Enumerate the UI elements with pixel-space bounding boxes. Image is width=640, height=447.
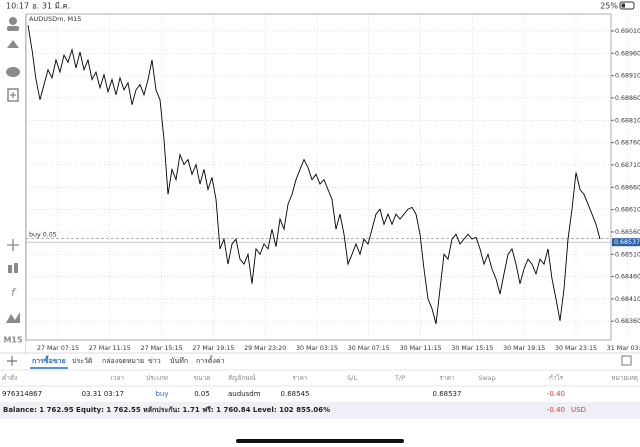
table-cell: -0.40 bbox=[547, 390, 565, 398]
crosshair-icon[interactable] bbox=[7, 239, 19, 251]
tab[interactable]: ข่าว bbox=[148, 357, 161, 365]
indicator-icon-2 bbox=[14, 263, 18, 273]
x-tick-label: 30 Mar 19:15 bbox=[503, 345, 545, 352]
new-order-plus bbox=[10, 92, 16, 98]
objects-icon[interactable] bbox=[6, 312, 20, 323]
price-marker bbox=[612, 238, 640, 247]
table-cell: 0.68537 bbox=[433, 390, 462, 398]
column-header: Swap bbox=[478, 374, 496, 382]
column-header: สัญลักษณ์ bbox=[228, 374, 256, 382]
column-header: ประเภท bbox=[146, 374, 168, 382]
table-cell: audusdm bbox=[228, 390, 261, 398]
x-tick-label: 27 Mar 07:15 bbox=[37, 345, 79, 352]
currency: USD bbox=[571, 406, 586, 414]
battery-percent: 25% bbox=[600, 2, 618, 11]
tab[interactable]: ประวัติ bbox=[72, 357, 93, 365]
new-order-icon[interactable] bbox=[7, 88, 19, 102]
table-cell: 0.05 bbox=[194, 390, 210, 398]
column-header: คำสั่ง bbox=[2, 373, 17, 382]
column-header: ราคา bbox=[292, 374, 307, 382]
column-header: กำไร bbox=[549, 374, 564, 382]
column-header: หมายเหตุ bbox=[611, 374, 638, 382]
column-header: ราคา bbox=[439, 374, 454, 382]
y-tick-label: 0.68910 bbox=[615, 73, 640, 80]
function-icon[interactable]: f bbox=[11, 286, 17, 299]
tab[interactable]: บันทึก bbox=[170, 356, 188, 365]
x-tick-label: 30 Mar 23:15 bbox=[555, 345, 597, 352]
price-line-series bbox=[27, 25, 601, 325]
timeframe-button[interactable]: M15 bbox=[3, 336, 23, 345]
account-icon[interactable] bbox=[9, 17, 17, 25]
x-tick-label: 30 Mar 03:15 bbox=[296, 345, 338, 352]
table-cell: 976314867 bbox=[2, 390, 42, 398]
plot-frame bbox=[25, 13, 612, 341]
y-tick-label: 0.68460 bbox=[615, 274, 640, 281]
x-tick-label: 27 Mar 11:15 bbox=[89, 345, 131, 352]
y-tick-label: 0.68610 bbox=[615, 207, 640, 214]
chart-title: AUDUSDm, M15 bbox=[29, 15, 81, 23]
column-header: เวลา bbox=[110, 374, 124, 382]
summary-bar bbox=[0, 402, 640, 419]
y-tick-label: 0.68810 bbox=[615, 117, 640, 124]
toolbar: f M15 bbox=[3, 17, 23, 345]
y-tick-label: 0.68710 bbox=[615, 162, 640, 169]
layout-button[interactable] bbox=[621, 355, 632, 366]
x-tick-label: 27 Mar 15:15 bbox=[141, 345, 183, 352]
chat-icon[interactable] bbox=[6, 67, 20, 77]
y-tick-label: 0.68560 bbox=[615, 229, 640, 236]
column-header: T/P bbox=[394, 374, 405, 382]
status-time: 10:17 bbox=[6, 2, 29, 11]
account-icon-body bbox=[7, 26, 19, 31]
indicator-icon[interactable] bbox=[8, 265, 12, 273]
x-tick-label: 29 Mar 23:20 bbox=[244, 345, 286, 352]
x-tick-label: 27 Mar 19:15 bbox=[192, 345, 234, 352]
price-marker-label: 0.68537 bbox=[614, 239, 640, 246]
tab[interactable]: การตั้งค่า bbox=[196, 354, 225, 365]
table-cell: 03.31 03:17 bbox=[82, 390, 124, 398]
trade-icon[interactable] bbox=[7, 40, 19, 48]
order-line-label: buy 0.05 bbox=[29, 232, 57, 239]
battery-icon bbox=[619, 1, 635, 10]
total-profit: -0.40 bbox=[547, 406, 565, 414]
table-cell: buy bbox=[155, 390, 168, 398]
table-cell: 0.68545 bbox=[281, 390, 310, 398]
account-summary: Balance: 1 762.95 Equity: 1 762.55 หลักป… bbox=[3, 406, 330, 414]
tab[interactable]: กล่องจดหมาย bbox=[102, 357, 144, 365]
add-button[interactable] bbox=[7, 356, 17, 366]
x-tick-label: 30 Mar 15:15 bbox=[451, 345, 493, 352]
x-tick-label: 30 Mar 07:15 bbox=[348, 345, 390, 352]
status-date: อ. 31 มี.ค. bbox=[32, 2, 70, 11]
y-tick-label: 0.68660 bbox=[615, 184, 640, 191]
column-header: S/L bbox=[347, 374, 357, 382]
y-tick-label: 0.69010 bbox=[615, 28, 640, 35]
tab[interactable]: การซื้อขาย bbox=[32, 354, 66, 365]
battery-level bbox=[621, 3, 625, 8]
column-header: ขนาด bbox=[194, 374, 211, 382]
home-indicator bbox=[236, 439, 404, 443]
y-tick-label: 0.68360 bbox=[615, 318, 640, 325]
x-tick-label: 30 Mar 11:15 bbox=[400, 345, 442, 352]
x-tick-label: 31 Mar 03:15 bbox=[607, 345, 640, 352]
